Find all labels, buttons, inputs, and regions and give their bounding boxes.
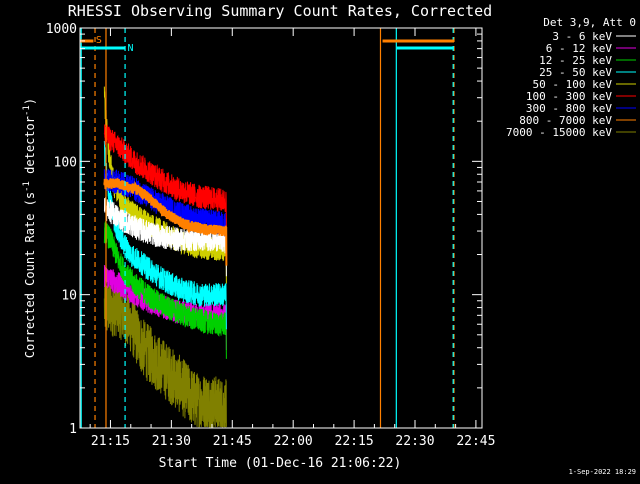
x-tick-label: 21:30 <box>152 434 191 449</box>
legend-label: 25 - 50 keV <box>539 66 612 79</box>
legend-label: 3 - 6 keV <box>552 30 612 43</box>
series-trace-4 <box>103 86 227 284</box>
chart-traces <box>103 86 228 429</box>
y-axis-label: Corrected Count Rate (s-1 detector-1) <box>22 98 37 358</box>
x-tick-label: 22:30 <box>395 434 434 449</box>
legend-label: 7000 - 15000 keV <box>506 126 612 139</box>
chart-axes: 21:15 21:30 21:45 22:00 22:15 22:30 22:45 1000 1… <box>46 22 496 449</box>
y-axis-label-sup1: -1 <box>22 181 32 192</box>
y-tick-label: 100 <box>54 155 77 170</box>
y-axis-label-part2: detector <box>23 116 37 181</box>
y-tick-label: 1000 <box>46 22 77 37</box>
series-trace-7 <box>103 177 228 266</box>
x-tick-label: 22:45 <box>456 434 495 449</box>
legend-header: Det 3,9, Att 0 <box>543 16 636 29</box>
x-tick-label: 22:15 <box>335 434 374 449</box>
y-tick-label: 10 <box>61 289 77 304</box>
y-axis-label-sup2: -1 <box>22 105 32 116</box>
legend-label: 800 - 7000 keV <box>519 114 612 127</box>
series-trace-5 <box>103 124 227 237</box>
x-axis-label: Start Time (01-Dec-16 21:06:22) <box>159 456 402 471</box>
series-trace-3 <box>103 140 227 330</box>
y-axis-label-part1: Corrected Count Rate (s <box>23 192 37 358</box>
chart-title: RHESSI Observing Summary Count Rates, Co… <box>68 2 492 20</box>
night-marker-label: N <box>128 43 134 54</box>
legend-label: 50 - 100 keV <box>533 78 613 91</box>
x-tick-label: 21:15 <box>91 434 130 449</box>
series-trace-8 <box>103 278 227 429</box>
footer-date: 1-Sep-2022 18:29 <box>569 468 636 476</box>
legend-label: 12 - 25 keV <box>539 54 612 67</box>
chart-overlays: SN <box>80 28 455 428</box>
y-axis-label-part3: ) <box>23 98 37 105</box>
x-tick-label: 21:45 <box>213 434 252 449</box>
legend-label: 300 - 800 keV <box>526 102 612 115</box>
legend-label: 100 - 300 keV <box>526 90 612 103</box>
series-trace-2 <box>103 221 227 359</box>
saa-marker-label: S <box>96 35 102 46</box>
x-tick-label: 22:00 <box>274 434 313 449</box>
plot-frame <box>79 27 483 429</box>
legend-label: 6 - 12 keV <box>546 42 613 55</box>
y-tick-label: 1 <box>69 422 77 437</box>
